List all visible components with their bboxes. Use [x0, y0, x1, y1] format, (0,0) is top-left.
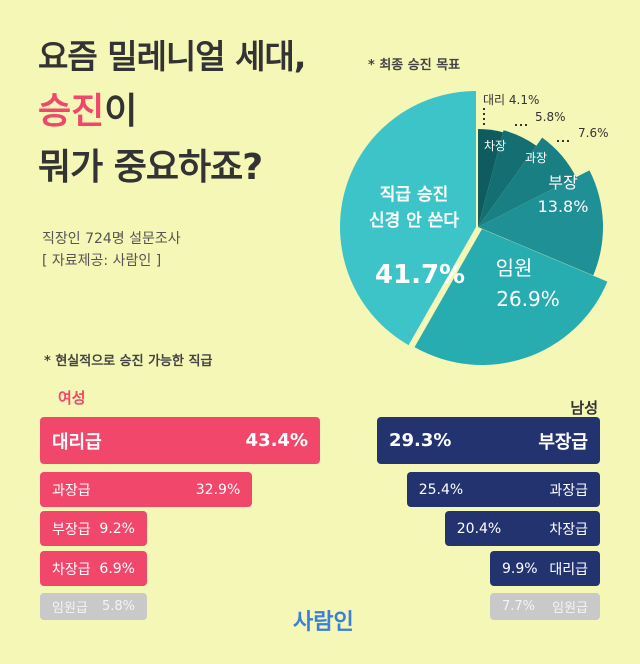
- saramin-logo: 사람인: [293, 610, 354, 635]
- bar-value: 25.4%: [418, 481, 464, 498]
- bar-value: 20.4%: [456, 520, 502, 537]
- bar-category: 과장급: [549, 482, 588, 499]
- title-rest: 이: [104, 91, 138, 132]
- pie-title: * 최종 승진 목표: [368, 58, 461, 73]
- male-bar-차장급: 20.4% 차장급: [444, 511, 600, 546]
- bar-category: 대리급: [52, 431, 102, 453]
- male-bar-대리급: 9.9% 대리급: [490, 551, 600, 586]
- male-bar-과장급: 25.4% 과장급: [406, 472, 600, 507]
- title-line-2: 승진이: [38, 82, 137, 134]
- label-bujang-value: 13.8%: [538, 197, 589, 216]
- bar-value: 5.8%: [101, 599, 135, 614]
- bar-value: 29.3%: [389, 430, 452, 451]
- bar-category: 부장급: [52, 521, 91, 538]
- bar-value: 9.9%: [502, 560, 538, 577]
- bar-value: 7.7%: [502, 599, 536, 614]
- label-chajang: 차장: [484, 139, 506, 153]
- pie-slice-차장: [478, 130, 537, 227]
- source-info: [ 자료제공: 사람인 ]: [42, 253, 162, 269]
- pie-slice-부장: [478, 170, 604, 276]
- label-imwon-value: 26.9%: [496, 287, 560, 311]
- pie-slice-대리: [478, 129, 503, 227]
- label-imwon: 임원: [496, 256, 533, 280]
- title-line-3: 뭐가 중요하죠?: [38, 147, 263, 188]
- title-line-1: 요즘 밀레니얼 세대,: [38, 37, 306, 76]
- male-bar-임원급: 7.7% 임원급: [490, 593, 600, 620]
- label-bujang: 부장: [548, 173, 578, 192]
- bar-title: * 현실적으로 승진 가능한 직급: [44, 354, 213, 369]
- label-no-care-value: 41.7%: [375, 260, 465, 290]
- label-chajang-value: 5.8%: [535, 110, 566, 124]
- bar-category: 임원급: [52, 601, 88, 616]
- bar-value: 43.4%: [245, 430, 308, 451]
- bar-category: 차장급: [549, 521, 588, 538]
- label-no-care-2: 신경 안 쓴다: [369, 211, 459, 231]
- female-label: 여성: [58, 389, 86, 407]
- male-label: 남성: [570, 399, 598, 417]
- bar-category: 임원급: [552, 601, 588, 616]
- pie-slice-직급: [340, 91, 476, 346]
- label-gwajang-value: 7.6%: [578, 126, 609, 140]
- bar-category: 대리급: [549, 561, 588, 578]
- female-bar-과장급: 과장급 32.9%: [40, 472, 253, 507]
- bar-value: 9.2%: [99, 520, 135, 537]
- bar-category: 부장급: [538, 431, 588, 453]
- label-daeri: 대리 4.1%: [483, 93, 539, 107]
- bar-value: 6.9%: [99, 560, 135, 577]
- female-bar-차장급: 차장급 6.9%: [40, 551, 147, 586]
- pie-slice-임원: [414, 229, 608, 365]
- bar-category: 차장급: [52, 561, 91, 578]
- label-gwajang: 과장: [525, 151, 547, 165]
- label-no-care-1: 직급 승진: [380, 185, 448, 205]
- female-bar-대리급: 대리급 43.4%: [40, 417, 320, 464]
- female-bar-임원급: 임원급 5.8%: [40, 593, 147, 620]
- title-highlight: 승진: [38, 91, 105, 132]
- bar-category: 과장급: [52, 482, 91, 499]
- male-bar-부장급: 29.3% 부장급: [377, 417, 600, 464]
- survey-info: 직장인 724명 설문조사: [42, 231, 181, 247]
- pie-slice-과장: [478, 137, 577, 227]
- bar-value: 32.9%: [195, 481, 241, 498]
- female-bar-부장급: 부장급 9.2%: [40, 511, 147, 546]
